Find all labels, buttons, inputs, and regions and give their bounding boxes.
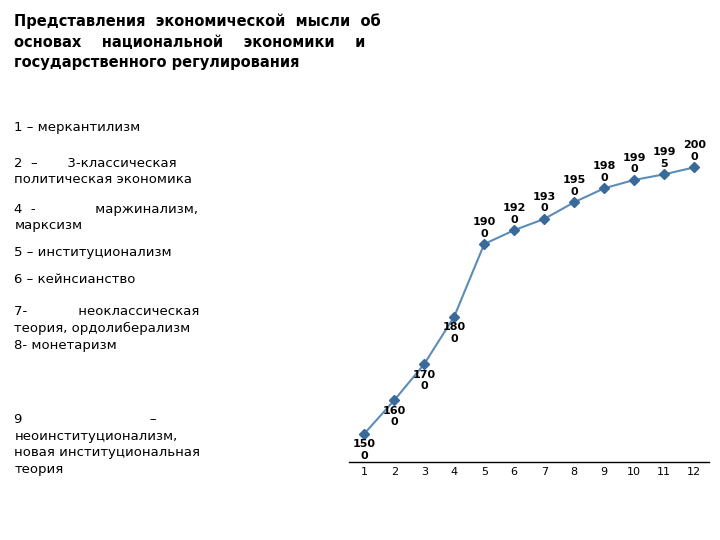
Text: 160
0: 160 0 [382,406,406,428]
Text: 9                              –
неоинституционализм,
новая институциональная
те: 9 – неоинституционализм, новая институци… [14,413,200,476]
Text: 8- монетаризм: 8- монетаризм [14,339,117,352]
Text: 198
0: 198 0 [593,161,616,183]
Text: 190
0: 190 0 [472,217,496,239]
Text: 1 – меркантилизм: 1 – меркантилизм [14,122,140,134]
Text: 6 – кейнсианство: 6 – кейнсианство [14,273,136,286]
Text: 170
0: 170 0 [413,369,436,391]
Text: 195
0: 195 0 [562,175,586,197]
Text: 192
0: 192 0 [503,203,526,225]
Text: 193
0: 193 0 [533,192,556,213]
Text: 180
0: 180 0 [443,322,466,344]
Text: Представления  экономической  мысли  об
основах    национальной    экономики    : Представления экономической мысли об осн… [14,14,381,70]
Text: 199
0: 199 0 [623,153,646,174]
Text: 7-            неоклассическая
теория, ордолиберализм: 7- неоклассическая теория, ордолиберализ… [14,305,199,335]
Text: 200
0: 200 0 [683,140,706,162]
Text: 2  –       3-классическая
политическая экономика: 2 – 3-классическая политическая экономик… [14,157,192,186]
Text: 5 – институционализм: 5 – институционализм [14,246,172,259]
Text: 150
0: 150 0 [353,440,376,461]
Text: 199
5: 199 5 [652,147,676,169]
Text: 4  -              маржинализм,
марксизм: 4 - маржинализм, марксизм [14,202,199,232]
